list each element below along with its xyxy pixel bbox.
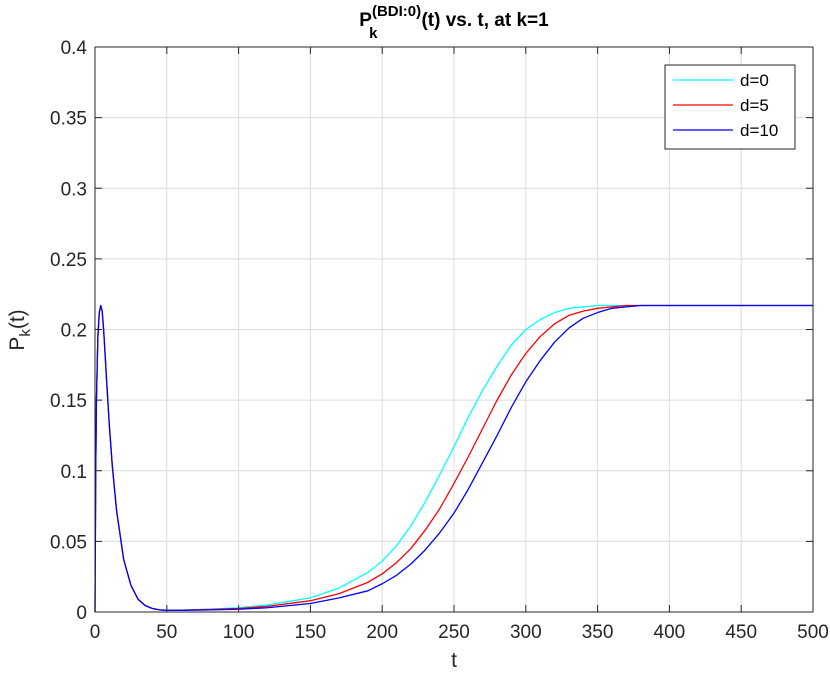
y-tick-label: 0.25 (50, 250, 87, 271)
x-tick-label: 100 (223, 622, 255, 643)
y-tick-label: 0.2 (61, 321, 87, 342)
chart-title: P(BDI:0) k (t) vs. t, at k=1 (359, 3, 549, 42)
x-tick-label: 50 (156, 622, 177, 643)
y-tick-label: 0.35 (50, 109, 87, 130)
x-tick-label: 200 (366, 622, 398, 643)
chart-title-main: P (359, 10, 372, 31)
x-tick-label: 500 (797, 622, 829, 643)
x-tick-label: 150 (295, 622, 327, 643)
axis-ticks: 0 50 100 150 200 250 300 350 400 450 500 0 0.05 0.1 0.… (50, 38, 829, 643)
y-tick-label: 0.15 (50, 391, 87, 412)
y-axis-label-sub: k (17, 329, 34, 337)
y-tick-label: 0.4 (61, 38, 88, 59)
chart-title-sub: k (369, 25, 378, 42)
y-tick-label: 0.3 (61, 179, 87, 200)
x-tick-label: 300 (510, 622, 542, 643)
chart-title-rest: (t) vs. t, at k=1 (421, 10, 549, 31)
x-tick-label: 0 (90, 622, 101, 643)
y-axis-label-main: P (6, 337, 29, 351)
x-tick-label: 450 (725, 622, 757, 643)
legend-label: d=5 (740, 96, 769, 115)
series-line-d-10 (94, 304, 813, 613)
legend: d=0 d=5 d=10 (664, 64, 796, 150)
legend-label: d=0 (740, 71, 769, 90)
legend-label: d=10 (740, 121, 778, 140)
y-tick-label: 0 (76, 603, 87, 624)
y-tick-label: 0.05 (50, 532, 87, 553)
y-tick-label: 0.1 (61, 462, 87, 483)
series-lines (94, 304, 813, 613)
y-axis-label: Pk(t) (6, 309, 34, 350)
legend-box (664, 64, 796, 150)
x-tick-label: 350 (582, 622, 614, 643)
x-axis-label: t (451, 649, 457, 672)
chart-title-sup: (BDI:0) (372, 3, 421, 20)
x-tick-label: 250 (438, 622, 470, 643)
x-tick-label: 400 (654, 622, 686, 643)
y-axis-label-rest: (t) (6, 309, 29, 329)
